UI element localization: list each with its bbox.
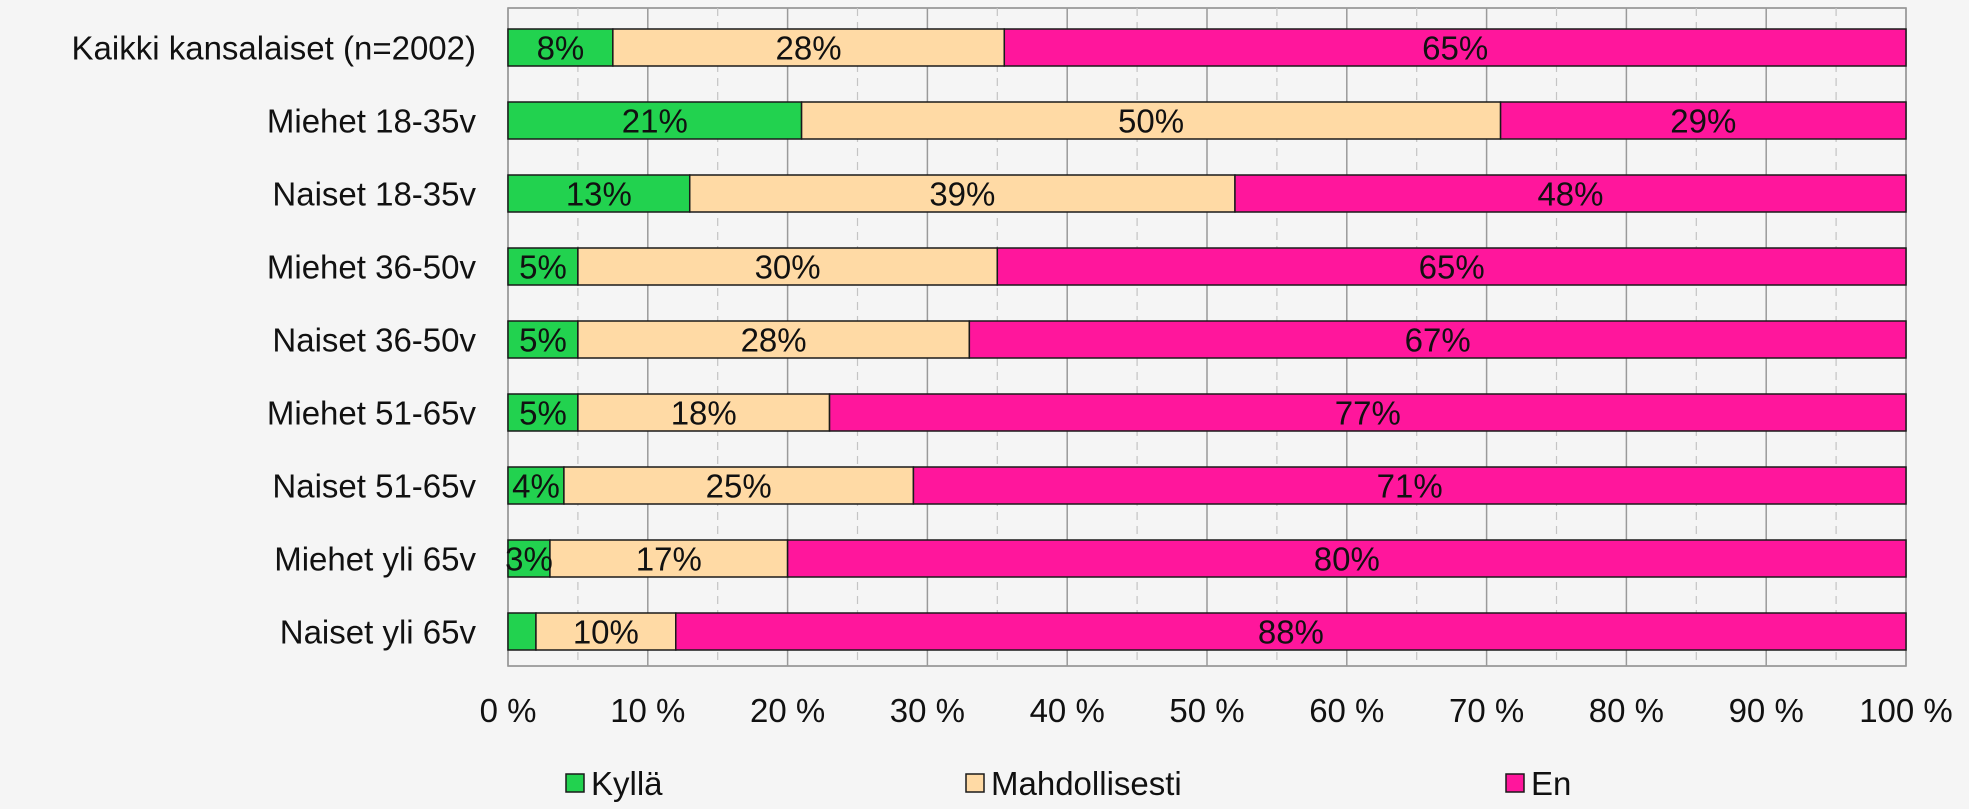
bar-segment-mahdollisesti — [800, 101, 1502, 140]
category-label: Miehet 51-65v — [267, 395, 477, 432]
category-labels-layer: Kaikki kansalaiset (n=2002) Miehet 18-35v… — [72, 30, 477, 651]
bar-segment-kyllä — [507, 612, 537, 651]
data-label: 80% — [1314, 541, 1380, 578]
bar-segment-kyllä — [507, 101, 803, 140]
bar-segment-mahdollisesti — [612, 28, 1006, 67]
data-label: 65% — [1419, 249, 1485, 286]
data-labels-layer: 8% 28% 65% 21% 50% 29% 13% 39% 48% 5% 30% 65% 5% 28% 6… — [505, 30, 1736, 651]
x-tick-labels-layer: 0 % 10 % 20 % 30 % 40 % 50 % 60 % 70 % 80 % 90 % 1… — [480, 692, 1953, 729]
data-label: 77% — [1335, 395, 1401, 432]
bars-layer — [507, 28, 1907, 651]
bar-segment-kyllä — [507, 320, 579, 359]
legend-swatch — [965, 773, 985, 793]
bar-segment-en — [1003, 28, 1907, 67]
data-label: 48% — [1537, 176, 1603, 213]
data-label: 29% — [1670, 103, 1736, 140]
data-label: 17% — [636, 541, 702, 578]
data-label: 10% — [573, 614, 639, 651]
data-label: 39% — [929, 176, 995, 213]
bar-segment-kyllä — [507, 466, 565, 505]
category-label: Kaikki kansalaiset (n=2002) — [72, 30, 476, 67]
legend-label: Mahdollisesti — [991, 765, 1182, 802]
legend: Kyllä Mahdollisesti En — [565, 765, 1571, 802]
data-label: 13% — [566, 176, 632, 213]
category-label: Miehet 36-50v — [267, 249, 477, 286]
bar-segment-mahdollisesti — [563, 466, 915, 505]
bar-segment-en — [828, 393, 1907, 432]
data-label: 21% — [622, 103, 688, 140]
category-label: Naiset 36-50v — [272, 322, 476, 359]
data-label: 28% — [776, 30, 842, 67]
x-tick-label: 0 % — [480, 692, 537, 729]
data-label: 5% — [519, 395, 567, 432]
x-tick-label: 70 % — [1449, 692, 1524, 729]
data-label: 5% — [519, 322, 567, 359]
bar-segment-en — [1499, 101, 1907, 140]
data-label: 8% — [537, 30, 585, 67]
category-label: Naiset 51-65v — [272, 468, 476, 505]
bar-segment-en — [675, 612, 1907, 651]
category-label: Naiset yli 65v — [280, 614, 477, 651]
bar-segment-mahdollisesti — [688, 174, 1236, 213]
x-tick-label: 50 % — [1169, 692, 1244, 729]
data-label: 50% — [1118, 103, 1184, 140]
category-label: Naiset 18-35v — [272, 176, 476, 213]
data-label: 30% — [755, 249, 821, 286]
data-label: 28% — [741, 322, 807, 359]
x-tick-label: 40 % — [1030, 692, 1105, 729]
legend-swatch — [565, 773, 585, 793]
bar-segment-en — [912, 466, 1907, 505]
data-label: 88% — [1258, 614, 1324, 651]
x-tick-label: 60 % — [1309, 692, 1384, 729]
data-label: 67% — [1405, 322, 1471, 359]
data-label: 18% — [671, 395, 737, 432]
data-label: 4% — [512, 468, 560, 505]
data-label: 3% — [505, 541, 553, 578]
x-tick-label: 10 % — [610, 692, 685, 729]
category-label: Miehet 18-35v — [267, 103, 477, 140]
legend-label: Kyllä — [591, 765, 663, 802]
x-tick-label: 80 % — [1589, 692, 1664, 729]
bar-segment-mahdollisesti — [577, 320, 971, 359]
x-tick-label: 100 % — [1859, 692, 1953, 729]
x-tick-label: 20 % — [750, 692, 825, 729]
data-label: 71% — [1377, 468, 1443, 505]
data-label: 65% — [1422, 30, 1488, 67]
legend-swatch — [1505, 773, 1525, 793]
category-label: Miehet yli 65v — [274, 541, 476, 578]
bar-segment-kyllä — [507, 174, 691, 213]
bar-segment-en — [786, 539, 1907, 578]
data-label: 5% — [519, 249, 567, 286]
bar-segment-kyllä — [507, 28, 614, 67]
data-label: 25% — [706, 468, 772, 505]
bar-segment-en — [996, 247, 1907, 286]
x-tick-label: 90 % — [1729, 692, 1804, 729]
legend-label: En — [1531, 765, 1571, 802]
bar-segment-en — [968, 320, 1907, 359]
bar-segment-mahdollisesti — [549, 539, 789, 578]
x-tick-label: 30 % — [890, 692, 965, 729]
bar-segment-en — [1234, 174, 1907, 213]
bar-segment-kyllä — [507, 247, 579, 286]
bar-segment-kyllä — [507, 539, 551, 578]
